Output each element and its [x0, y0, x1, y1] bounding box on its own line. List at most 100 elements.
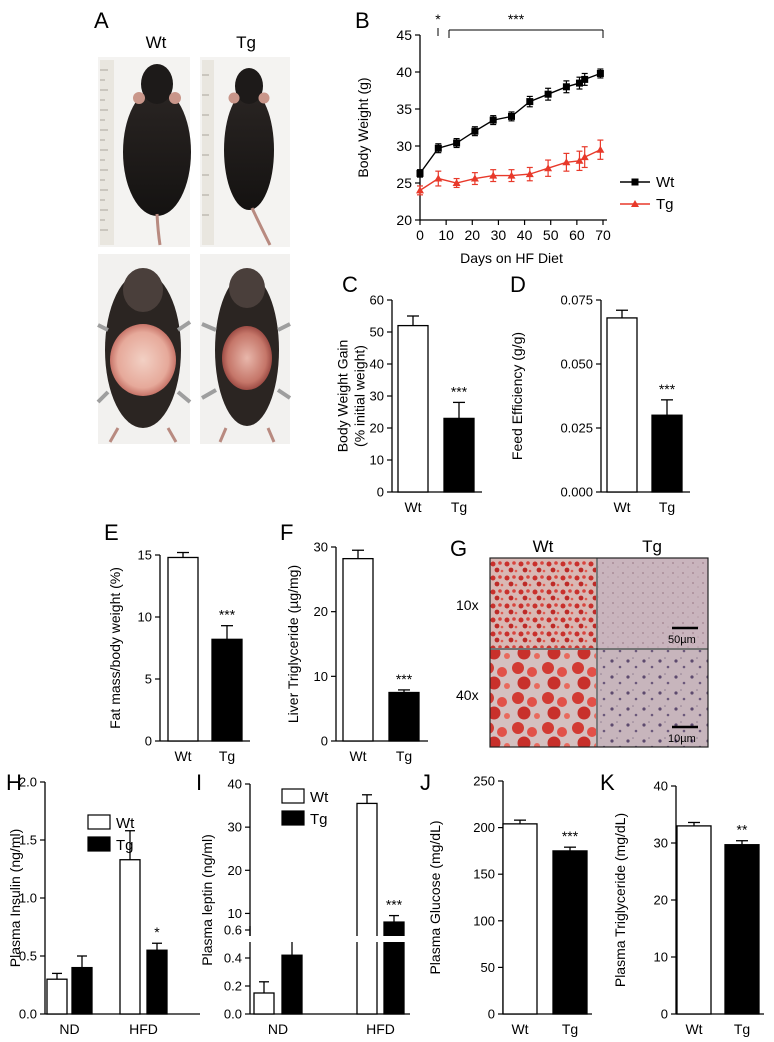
- y-tick-label: 0.0: [19, 1007, 37, 1022]
- y-tick-label: 0.6: [224, 923, 242, 938]
- data-point: [416, 169, 424, 177]
- data-point: [562, 158, 571, 166]
- bar-wt: [342, 557, 374, 742]
- data-point: [544, 164, 553, 172]
- data-point: [434, 144, 442, 152]
- data-point: [526, 98, 534, 106]
- x-tick-label: 10: [438, 227, 454, 243]
- bar-tg: [443, 417, 475, 493]
- y-axis-label-line: Plasma leptin (ng/ml): [199, 834, 215, 966]
- bar-hfd-wt: [356, 802, 378, 1015]
- panel-letter-g: G: [450, 536, 467, 561]
- legend-label: Tg: [656, 196, 674, 213]
- bar-nd-tg: [281, 954, 303, 1015]
- y-axis-label-line: Plasma Triglyceride (mg/dL): [612, 813, 628, 987]
- x-tick-label: Wt: [685, 1021, 702, 1037]
- y-tick-label: 0: [661, 1007, 668, 1022]
- y-tick-label: 0.075: [560, 293, 593, 308]
- plasma-insulin-bar-chart: 0.0 0.5 1.0 1.5 2.0 ND HFD * Wt Tg Plasma Insulin …: [7, 775, 200, 1037]
- histology-col-label-tg: Tg: [642, 537, 662, 556]
- y-tick-label: 45: [396, 27, 412, 43]
- x-tick-label: Wt: [613, 499, 630, 515]
- legend-swatch: [281, 788, 305, 804]
- x-tick-label: HFD: [129, 1021, 158, 1037]
- scale-bar-10x-label: 50µm: [668, 634, 696, 646]
- y-tick-label: 150: [473, 867, 495, 882]
- bar-wt: [502, 823, 538, 1015]
- photo-col-label-tg: Tg: [236, 33, 256, 52]
- bar-wt: [397, 324, 429, 493]
- y-tick-label: 30: [228, 820, 242, 835]
- plasma-triglyceride-bar-chart: 0 10 20 30 40 Wt Tg ** Plasma Triglyceride (mg/d…: [612, 779, 764, 1037]
- x-tick-label: ND: [268, 1021, 288, 1037]
- histology-wt-40x: [490, 650, 596, 747]
- y-tick-label: 40: [396, 64, 412, 80]
- series-line: [419, 72, 601, 174]
- data-point: [575, 156, 584, 164]
- data-point: [452, 179, 461, 186]
- data-point: [508, 112, 515, 120]
- panel-letter-e: E: [104, 520, 119, 545]
- legend-label: Wt: [656, 174, 675, 191]
- x-tick-label: Wt: [174, 748, 191, 764]
- scale-bar-40x-label: 10µm: [668, 733, 696, 745]
- data-point: [470, 174, 479, 182]
- y-axis-label: Plasma Insulin (ng/ml): [7, 829, 23, 968]
- x-tick-label: Tg: [659, 499, 675, 515]
- significance-marker: *: [435, 11, 441, 27]
- x-tick-label: Tg: [562, 1021, 578, 1037]
- y-axis-label: Plasma leptin (ng/ml): [199, 834, 215, 966]
- data-point: [434, 174, 443, 182]
- data-point: [507, 171, 516, 179]
- y-tick-label: 10: [654, 950, 668, 965]
- axis-break-gap: [240, 936, 420, 942]
- data-point: [562, 83, 570, 91]
- x-tick-label: Wt: [404, 499, 421, 515]
- y-tick-label: 0: [145, 734, 152, 749]
- x-tick-label: 30: [491, 227, 507, 243]
- bar-hfd-wt: [119, 859, 141, 1015]
- y-axis-label-line: Fat mass/body weight (%): [107, 567, 123, 729]
- y-axis-label: Fat mass/body weight (%): [107, 567, 123, 729]
- y-tick-label: 35: [396, 101, 412, 117]
- legend-marker: [631, 200, 639, 207]
- data-point: [544, 90, 552, 98]
- y-tick-label: 250: [473, 774, 495, 789]
- legend-label: Wt: [310, 789, 329, 806]
- y-axis-label: Plasma Glucose (mg/dL): [427, 820, 443, 974]
- x-tick-label: 70: [595, 227, 611, 243]
- y-tick-label: 1.0: [19, 891, 37, 906]
- bar-tg: [724, 844, 760, 1015]
- y-tick-label: 10: [228, 906, 242, 921]
- photo-tg-ventral: [200, 254, 292, 444]
- panel-letter-f: F: [280, 520, 293, 545]
- significance-marker: ***: [659, 381, 676, 397]
- x-tick-label: Wt: [349, 748, 366, 764]
- x-tick-label: Tg: [451, 499, 467, 515]
- x-tick-label: Wt: [511, 1021, 528, 1037]
- y-axis-label: Body Weight Gain(% initial weight): [335, 340, 368, 453]
- data-point: [575, 79, 583, 87]
- y-tick-label: 30: [314, 540, 328, 555]
- histology-col-label-wt: Wt: [533, 537, 554, 556]
- feed-efficiency-bar-chart: 0.000 0.025 0.050 0.075 Wt Tg *** Feed Efficien…: [509, 293, 690, 515]
- y-tick-label: 40: [654, 779, 668, 794]
- y-tick-label: 20: [654, 893, 668, 908]
- y-tick-label: 5: [145, 672, 152, 687]
- y-tick-label: 20: [314, 604, 328, 619]
- y-tick-label: 15: [138, 548, 152, 563]
- significance-marker: ***: [562, 828, 579, 844]
- y-axis-label: Plasma Triglyceride (mg/dL): [612, 813, 628, 987]
- histology-row-label-10x: 10x: [456, 597, 479, 613]
- y-tick-label: 50: [370, 325, 384, 340]
- x-tick-label: Tg: [219, 748, 235, 764]
- y-tick-label: 0: [377, 485, 384, 500]
- x-tick-label: Tg: [734, 1021, 750, 1037]
- y-tick-label: 0.5: [19, 949, 37, 964]
- bar-nd-wt: [253, 992, 275, 1015]
- panel-letter-b: B: [355, 8, 370, 33]
- y-tick-label: 25: [396, 175, 412, 191]
- y-axis-label-line: Body Weight (g): [355, 77, 371, 177]
- data-point: [471, 127, 479, 135]
